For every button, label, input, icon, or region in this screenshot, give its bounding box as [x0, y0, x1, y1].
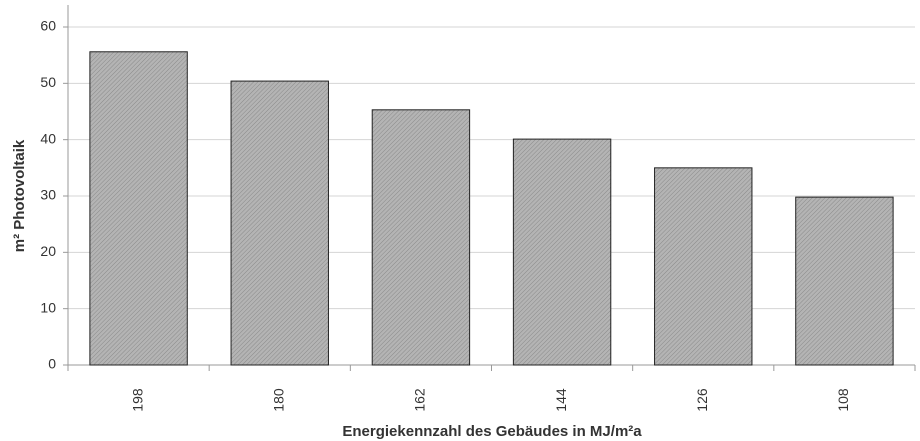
x-tick-label: 162	[412, 388, 428, 412]
y-tick-label: 50	[40, 74, 56, 90]
bar	[230, 80, 329, 366]
x-axis-label: Energiekennzahl des Gebäudes in MJ/m²a	[342, 423, 642, 440]
x-tick-label: 198	[129, 388, 145, 412]
y-tick-label: 20	[40, 243, 56, 259]
x-tick-label: 180	[270, 388, 286, 412]
y-tick-label: 10	[40, 299, 56, 315]
bar	[512, 138, 612, 366]
x-tick-label: 126	[694, 388, 710, 412]
x-tick-label: 108	[835, 388, 851, 412]
bar	[371, 109, 471, 366]
bar	[795, 196, 894, 366]
bar	[89, 51, 188, 366]
y-tick-label: 30	[40, 187, 56, 203]
y-axis-label: m² Photovoltaik	[11, 139, 28, 252]
y-tick-label: 40	[40, 130, 56, 146]
y-tick-label: 0	[48, 356, 56, 372]
bar	[654, 167, 753, 366]
x-tick-label: 144	[553, 388, 569, 412]
y-tick-label: 60	[40, 18, 56, 34]
